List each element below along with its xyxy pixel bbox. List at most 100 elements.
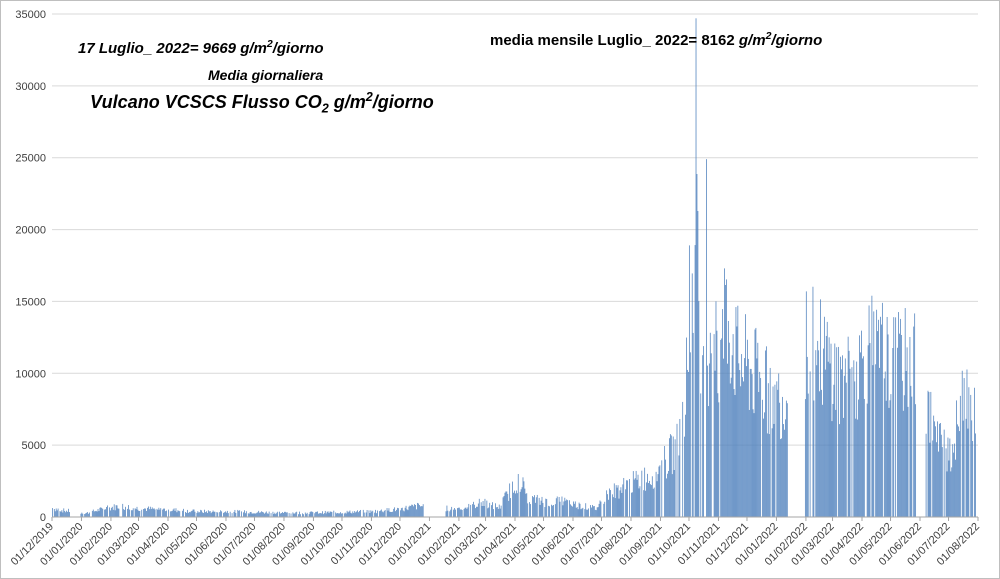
bar xyxy=(886,316,888,517)
bar xyxy=(372,510,374,517)
bar xyxy=(709,332,711,517)
bar xyxy=(854,381,856,517)
bar xyxy=(618,498,620,517)
bar xyxy=(631,492,633,517)
bar xyxy=(932,440,934,517)
bar xyxy=(59,511,61,517)
bar xyxy=(818,350,820,517)
bar xyxy=(177,510,179,517)
bar xyxy=(610,490,611,517)
bar xyxy=(255,513,257,517)
bar xyxy=(183,508,184,517)
bar xyxy=(648,483,649,517)
bar xyxy=(730,377,732,517)
bar xyxy=(715,301,717,517)
bar xyxy=(861,330,862,517)
bar xyxy=(323,513,325,517)
bar xyxy=(80,513,82,517)
bar xyxy=(784,429,785,517)
bar xyxy=(472,504,473,517)
bar xyxy=(185,511,186,517)
bar xyxy=(604,501,606,517)
bar xyxy=(256,512,258,517)
bar xyxy=(404,507,406,517)
bar xyxy=(937,421,938,517)
bar xyxy=(277,511,279,517)
bar xyxy=(651,476,653,517)
bar xyxy=(708,363,710,517)
bar xyxy=(379,511,380,517)
bar xyxy=(407,510,409,517)
bar xyxy=(563,501,565,517)
bar xyxy=(321,513,322,517)
bar xyxy=(674,439,676,517)
bar xyxy=(588,508,589,517)
bar xyxy=(127,508,128,517)
bar xyxy=(365,512,367,517)
bar xyxy=(315,511,317,517)
bar xyxy=(319,513,320,517)
bar xyxy=(595,510,597,517)
y-tick-label: 5000 xyxy=(22,440,46,452)
bar xyxy=(408,506,410,517)
bar xyxy=(904,308,906,517)
bar xyxy=(819,391,820,517)
bar xyxy=(97,508,99,517)
bar xyxy=(669,434,671,517)
bar xyxy=(476,506,477,517)
bar xyxy=(488,507,490,517)
bar xyxy=(370,510,372,517)
bar xyxy=(697,211,699,517)
bar xyxy=(647,473,648,517)
bar xyxy=(233,511,235,517)
bar xyxy=(694,245,696,517)
bar xyxy=(658,466,660,517)
bar xyxy=(670,435,672,517)
bar xyxy=(823,316,825,517)
bar xyxy=(406,509,408,517)
bar xyxy=(927,390,929,517)
bar xyxy=(816,365,818,517)
bar xyxy=(359,510,360,517)
bar xyxy=(633,479,635,517)
bar xyxy=(259,512,261,517)
bar xyxy=(702,355,704,517)
bar xyxy=(478,498,480,517)
bar xyxy=(820,299,821,517)
bar xyxy=(734,394,736,517)
bar xyxy=(492,502,493,517)
y-tick-label: 35000 xyxy=(15,9,46,21)
bar xyxy=(823,348,824,517)
bar xyxy=(872,365,874,517)
bar xyxy=(774,384,776,517)
bar xyxy=(60,511,62,517)
bar xyxy=(322,514,324,517)
bar xyxy=(454,508,455,517)
bar xyxy=(641,470,643,517)
bar xyxy=(243,512,244,517)
bar xyxy=(450,509,452,517)
bar xyxy=(135,509,137,517)
bar xyxy=(710,353,712,517)
bar xyxy=(325,513,327,517)
bar xyxy=(223,512,224,517)
bar xyxy=(706,159,707,517)
bar xyxy=(750,368,752,517)
bar xyxy=(650,484,651,517)
bar xyxy=(322,511,323,517)
bar xyxy=(956,400,957,517)
bar xyxy=(717,393,719,517)
bar xyxy=(483,506,485,517)
bar xyxy=(138,511,140,517)
bar xyxy=(270,513,272,517)
bar xyxy=(649,480,650,517)
bar xyxy=(726,279,727,517)
bar xyxy=(261,511,262,517)
y-tick-label: 0 xyxy=(40,512,46,524)
bar xyxy=(807,393,809,517)
bar xyxy=(187,509,188,517)
bar xyxy=(499,508,501,517)
bar xyxy=(212,510,214,517)
bar xyxy=(227,513,229,517)
